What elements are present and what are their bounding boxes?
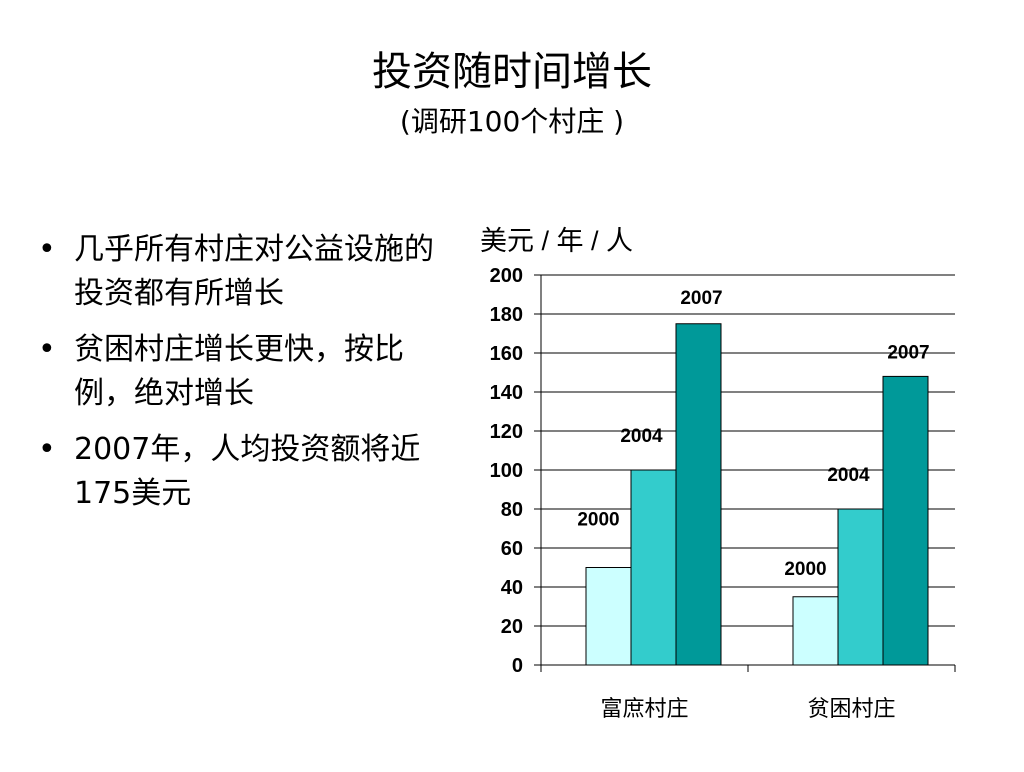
x-tick-label: 富庶村庄 [600,696,688,721]
y-tick-label: 120 [490,421,523,443]
y-tick-label: 0 [512,655,523,677]
bullet-text: 几乎所有村庄对公益设施的投资都有所增长 [74,232,434,311]
y-axis-ticks: 0 20 40 60 80 100 120 140 160 180 200 [490,265,541,677]
bar-2000-2 [792,596,839,666]
bullet-list: • 几乎所有村庄对公益设施的投资都有所增长 • 贫困村庄增长更快，按比例，绝对增长 … [34,228,434,528]
bullet-dot-icon: • [38,232,56,267]
bullet-text: 2007年，人均投资额将近175美元 [74,432,421,511]
series-label-2004: 2004 [620,426,663,447]
y-tick-label: 180 [490,304,523,326]
bar-2004-2 [837,508,884,666]
bars [585,323,929,666]
y-tick-label: 140 [490,382,523,404]
y-tick-label: 100 [490,460,523,482]
series-label-2007: 2007 [680,288,722,309]
series-label-2004: 2004 [827,465,870,486]
axes [540,275,955,666]
series-label-2000: 2000 [577,510,619,531]
y-tick-label: 80 [501,499,523,521]
data-labels: 2000 2004 2007 2000 2004 2007 [577,288,929,580]
bullet-text: 贫困村庄增长更快，按比例，绝对增长 [74,332,404,411]
bar-2007-1 [675,323,722,666]
series-label-2007: 2007 [887,342,929,363]
y-tick-label: 40 [501,577,523,599]
slide-subtitle: (调研100个村庄 ) [399,105,625,138]
y-tick-label: 60 [501,538,523,560]
bar-2007-2 [882,375,929,666]
y-tick-label: 20 [501,616,523,638]
slide-title: 投资随时间增长 [372,49,652,95]
bullet-dot-icon: • [38,332,56,367]
bullet-item: • 几乎所有村庄对公益设施的投资都有所增长 [34,228,434,316]
y-axis-label: 美元 / 年 / 人 [480,226,633,256]
bullet-item: • 2007年，人均投资额将近175美元 [34,428,434,516]
bullet-dot-icon: • [38,432,56,467]
bar-2004-1 [630,469,677,666]
series-label-2000: 2000 [784,559,826,580]
y-tick-label: 200 [490,265,523,287]
y-tick-label: 160 [490,343,523,365]
x-axis-ticks: 富庶村庄 贫困村庄 [540,665,956,721]
bar-2000-1 [585,567,632,666]
bullet-item: • 贫困村庄增长更快，按比例，绝对增长 [34,328,434,416]
x-tick-label: 贫困村庄 [807,696,895,721]
